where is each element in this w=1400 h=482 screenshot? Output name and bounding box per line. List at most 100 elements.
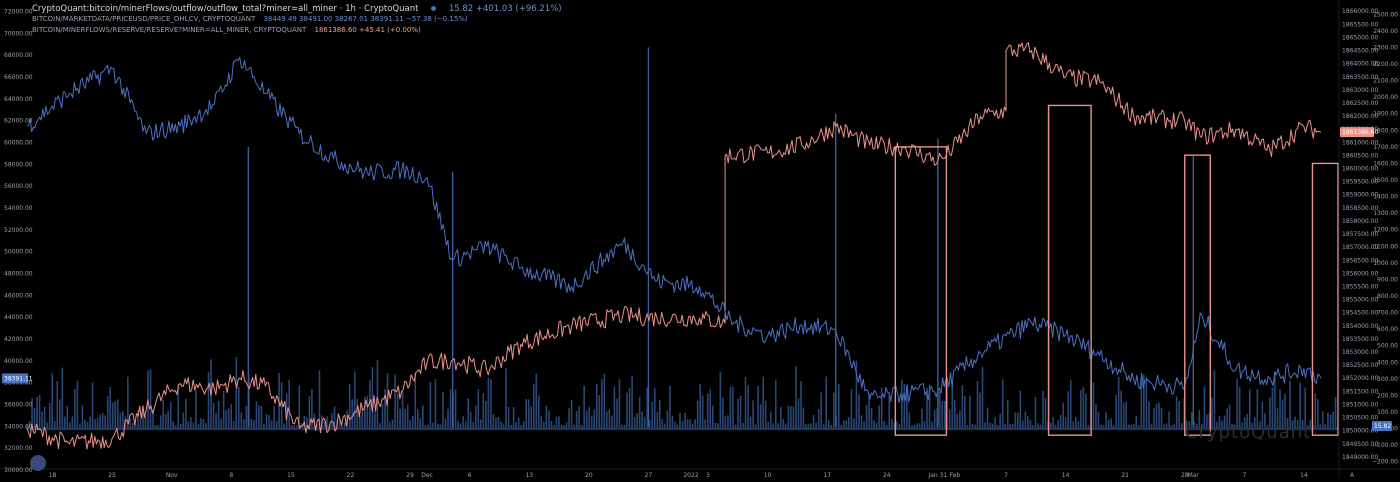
left-tick-label: 66000.00 [4,74,33,81]
reserve-tick-label: 1861000.00 [1342,139,1378,146]
outflow-tick-label: 1200.00 [1373,227,1398,234]
left-tick-label: 34000.00 [4,423,33,430]
reserve-tick-label: 1853500.00 [1342,336,1378,343]
reserve-tick-label: 1854000.00 [1342,323,1378,330]
outflow-tick-label: 400.00 [1377,359,1398,366]
left-tick-label: 54000.00 [4,205,33,212]
reserve-tick-label: 1856500.00 [1342,257,1378,264]
reserve-tick-label: 1851000.00 [1342,401,1378,408]
x-tick-label: 27 [645,472,653,479]
left-tick-label: 64000.00 [4,96,33,103]
outflow-tick-label: 1100.00 [1373,243,1398,250]
left-tick-label: 52000.00 [4,227,33,234]
outflow-tick-label: 1700.00 [1373,144,1398,151]
reserve-tick-label: 1865000.00 [1342,34,1378,41]
outflow-tick-label: 900.00 [1377,276,1398,283]
outflow-tick-label: 1900.00 [1373,111,1398,118]
price-series [26,56,1322,404]
reserve-tick-label: 1859500.00 [1342,179,1378,186]
outflow-tick-label: 2500.00 [1373,11,1398,18]
title-value: 15.82 +401.03 (+96.21%) [448,4,562,14]
reserve-tick-label: 1852000.00 [1342,375,1378,382]
annotation-box [1311,162,1339,436]
x-tick-label: 7 [1004,472,1008,479]
x-tick-label: 7 [1242,472,1246,479]
outflow-tick-label: 2100.00 [1373,78,1398,85]
reserve-tick-label: 1856000.00 [1342,270,1378,277]
outflow-tick-label: 1000.00 [1373,260,1398,267]
x-tick-label: Jan 31 [927,472,947,479]
reserve-tick-label: 1866000.00 [1342,8,1378,15]
reserve-tick-label: 1862000.00 [1342,113,1378,120]
outflow-tick-label: 1800.00 [1373,127,1398,134]
left-tick-label: 40000.00 [4,358,33,365]
reserve-tick-label: 1857000.00 [1342,244,1378,251]
reserve-tick-label: 1863000.00 [1342,87,1378,94]
x-tick-label: 8 [229,472,233,479]
outflow-tick-label: 2200.00 [1373,61,1398,68]
left-tick-label: 70000.00 [4,30,33,37]
x-tick-label: 3 [706,472,710,479]
reserve-current-tag: 1861386.60 [1340,127,1378,138]
x-tick-label: 2022 [683,472,698,479]
x-tick-label: 10 [764,472,772,479]
x-tick-label: Dec [421,472,433,479]
legend-price-value: 38449.49 38491.00 38267.01 38391.11 −57.… [263,15,468,23]
reserve-tick-label: 1860500.00 [1342,152,1378,159]
outflow-tick-label: 1600.00 [1373,160,1398,167]
price-current-tag: 38391.11 [2,373,33,384]
reserve-tick-label: 1864000.00 [1342,61,1378,68]
cryptoquant-logo-icon [30,455,46,471]
reserve-current-tag-text: 1861386.60 [1342,129,1378,136]
reserve-tick-label: 1854500.00 [1342,310,1378,317]
x-tick-label: Feb [950,472,961,479]
annotation-box [1047,104,1092,436]
reserve-tick-label: 1852500.00 [1342,362,1378,369]
reserve-tick-label: 1849000.00 [1342,454,1378,461]
x-tick-label: Mar [1188,472,1200,479]
annotation-box [1184,154,1212,436]
left-tick-label: 62000.00 [4,118,33,125]
legend-reserve-value: 1861386.60 +45.41 (+0.00%) [314,26,421,34]
reserve-current-tag-bg [1340,127,1374,138]
outflow-tick-label: 2300.00 [1373,44,1398,51]
x-tick-label: 22 [347,472,355,479]
left-tick-label: 60000.00 [4,139,33,146]
legend-price-label: BITCOIN/MARKETDATA/PRICEUSD/PRICE_OHLCV,… [32,15,256,23]
left-tick-label: 30000.00 [4,467,33,474]
x-tick-label: 6 [468,472,472,479]
outflow-tick-label: −100.00 [1372,442,1398,449]
outflow-tick-label: 300.00 [1377,376,1398,383]
reserve-tick-label: 1850500.00 [1342,415,1378,422]
watermark: CryptoQuant [1185,422,1312,443]
outflow-current-tag-text: 15.82 [1374,423,1391,430]
x-tick-label: 29 [406,472,414,479]
left-tick-label: 50000.00 [4,249,33,256]
reserve-line [26,42,1322,450]
outflow-current-tag-bg [1372,420,1392,431]
annotation-boxes [894,104,1339,436]
left-tick-label: 56000.00 [4,183,33,190]
x-tick-label: 15 [287,472,295,479]
outflow-tick-label: 600.00 [1377,326,1398,333]
left-tick-label: 46000.00 [4,292,33,299]
outflow-tick-label: 1300.00 [1373,210,1398,217]
outflow-tick-label: 100.00 [1377,409,1398,416]
price-current-tag-bg [2,373,28,384]
x-tick-label: 21 [1121,472,1129,479]
x-tick-label: 13 [525,472,533,479]
outflow-tick-label: 2000.00 [1373,94,1398,101]
x-tick-label: 25 [108,472,116,479]
left-tick-label: 48000.00 [4,270,33,277]
legend-price[interactable]: BITCOIN/MARKETDATA/PRICEUSD/PRICE_OHLCV,… [32,15,468,23]
outflow-tick-label: 200.00 [1377,392,1398,399]
reserve-tick-label: 1864500.00 [1342,48,1378,55]
annotation-box [894,146,948,436]
reserve-tick-label: 1862500.00 [1342,100,1378,107]
left-tick-label: 36000.00 [4,401,33,408]
axis-corner-label: A [1350,472,1355,479]
x-tick-label: 14 [1062,472,1070,479]
legend-reserve[interactable]: BITCOIN/MINERFLOWS/RESERVE/RESERVE?MINER… [32,26,421,34]
